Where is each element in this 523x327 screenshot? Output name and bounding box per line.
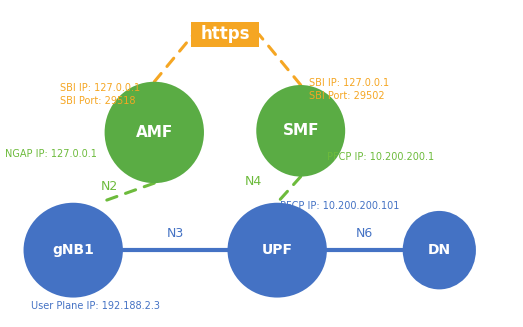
Text: PFCP IP: 10.200.200.101: PFCP IP: 10.200.200.101: [280, 201, 399, 211]
FancyBboxPatch shape: [191, 22, 259, 46]
Text: SBI IP: 127.0.0.1
SBI Port: 29518: SBI IP: 127.0.0.1 SBI Port: 29518: [60, 83, 140, 106]
Text: UPF: UPF: [262, 243, 293, 257]
Text: SMF: SMF: [282, 123, 319, 138]
Text: N2: N2: [101, 180, 118, 193]
Text: AMF: AMF: [135, 125, 173, 140]
Text: User Plane IP: 192.188.2.3: User Plane IP: 192.188.2.3: [31, 301, 161, 311]
Text: N4: N4: [245, 175, 262, 188]
Ellipse shape: [228, 203, 327, 298]
Text: gNB1: gNB1: [52, 243, 94, 257]
Ellipse shape: [256, 85, 345, 177]
Text: DN: DN: [428, 243, 451, 257]
Text: SBI IP: 127.0.0.1
SBI Port: 29502: SBI IP: 127.0.0.1 SBI Port: 29502: [309, 78, 389, 101]
Ellipse shape: [24, 203, 123, 298]
Text: NGAP IP: 127.0.0.1: NGAP IP: 127.0.0.1: [5, 149, 97, 159]
Text: https: https: [200, 25, 249, 43]
Text: N3: N3: [167, 227, 184, 240]
Text: N6: N6: [356, 227, 373, 240]
Ellipse shape: [105, 82, 204, 183]
Text: PFCP IP: 10.200.200.1: PFCP IP: 10.200.200.1: [327, 152, 434, 162]
Ellipse shape: [403, 211, 476, 289]
